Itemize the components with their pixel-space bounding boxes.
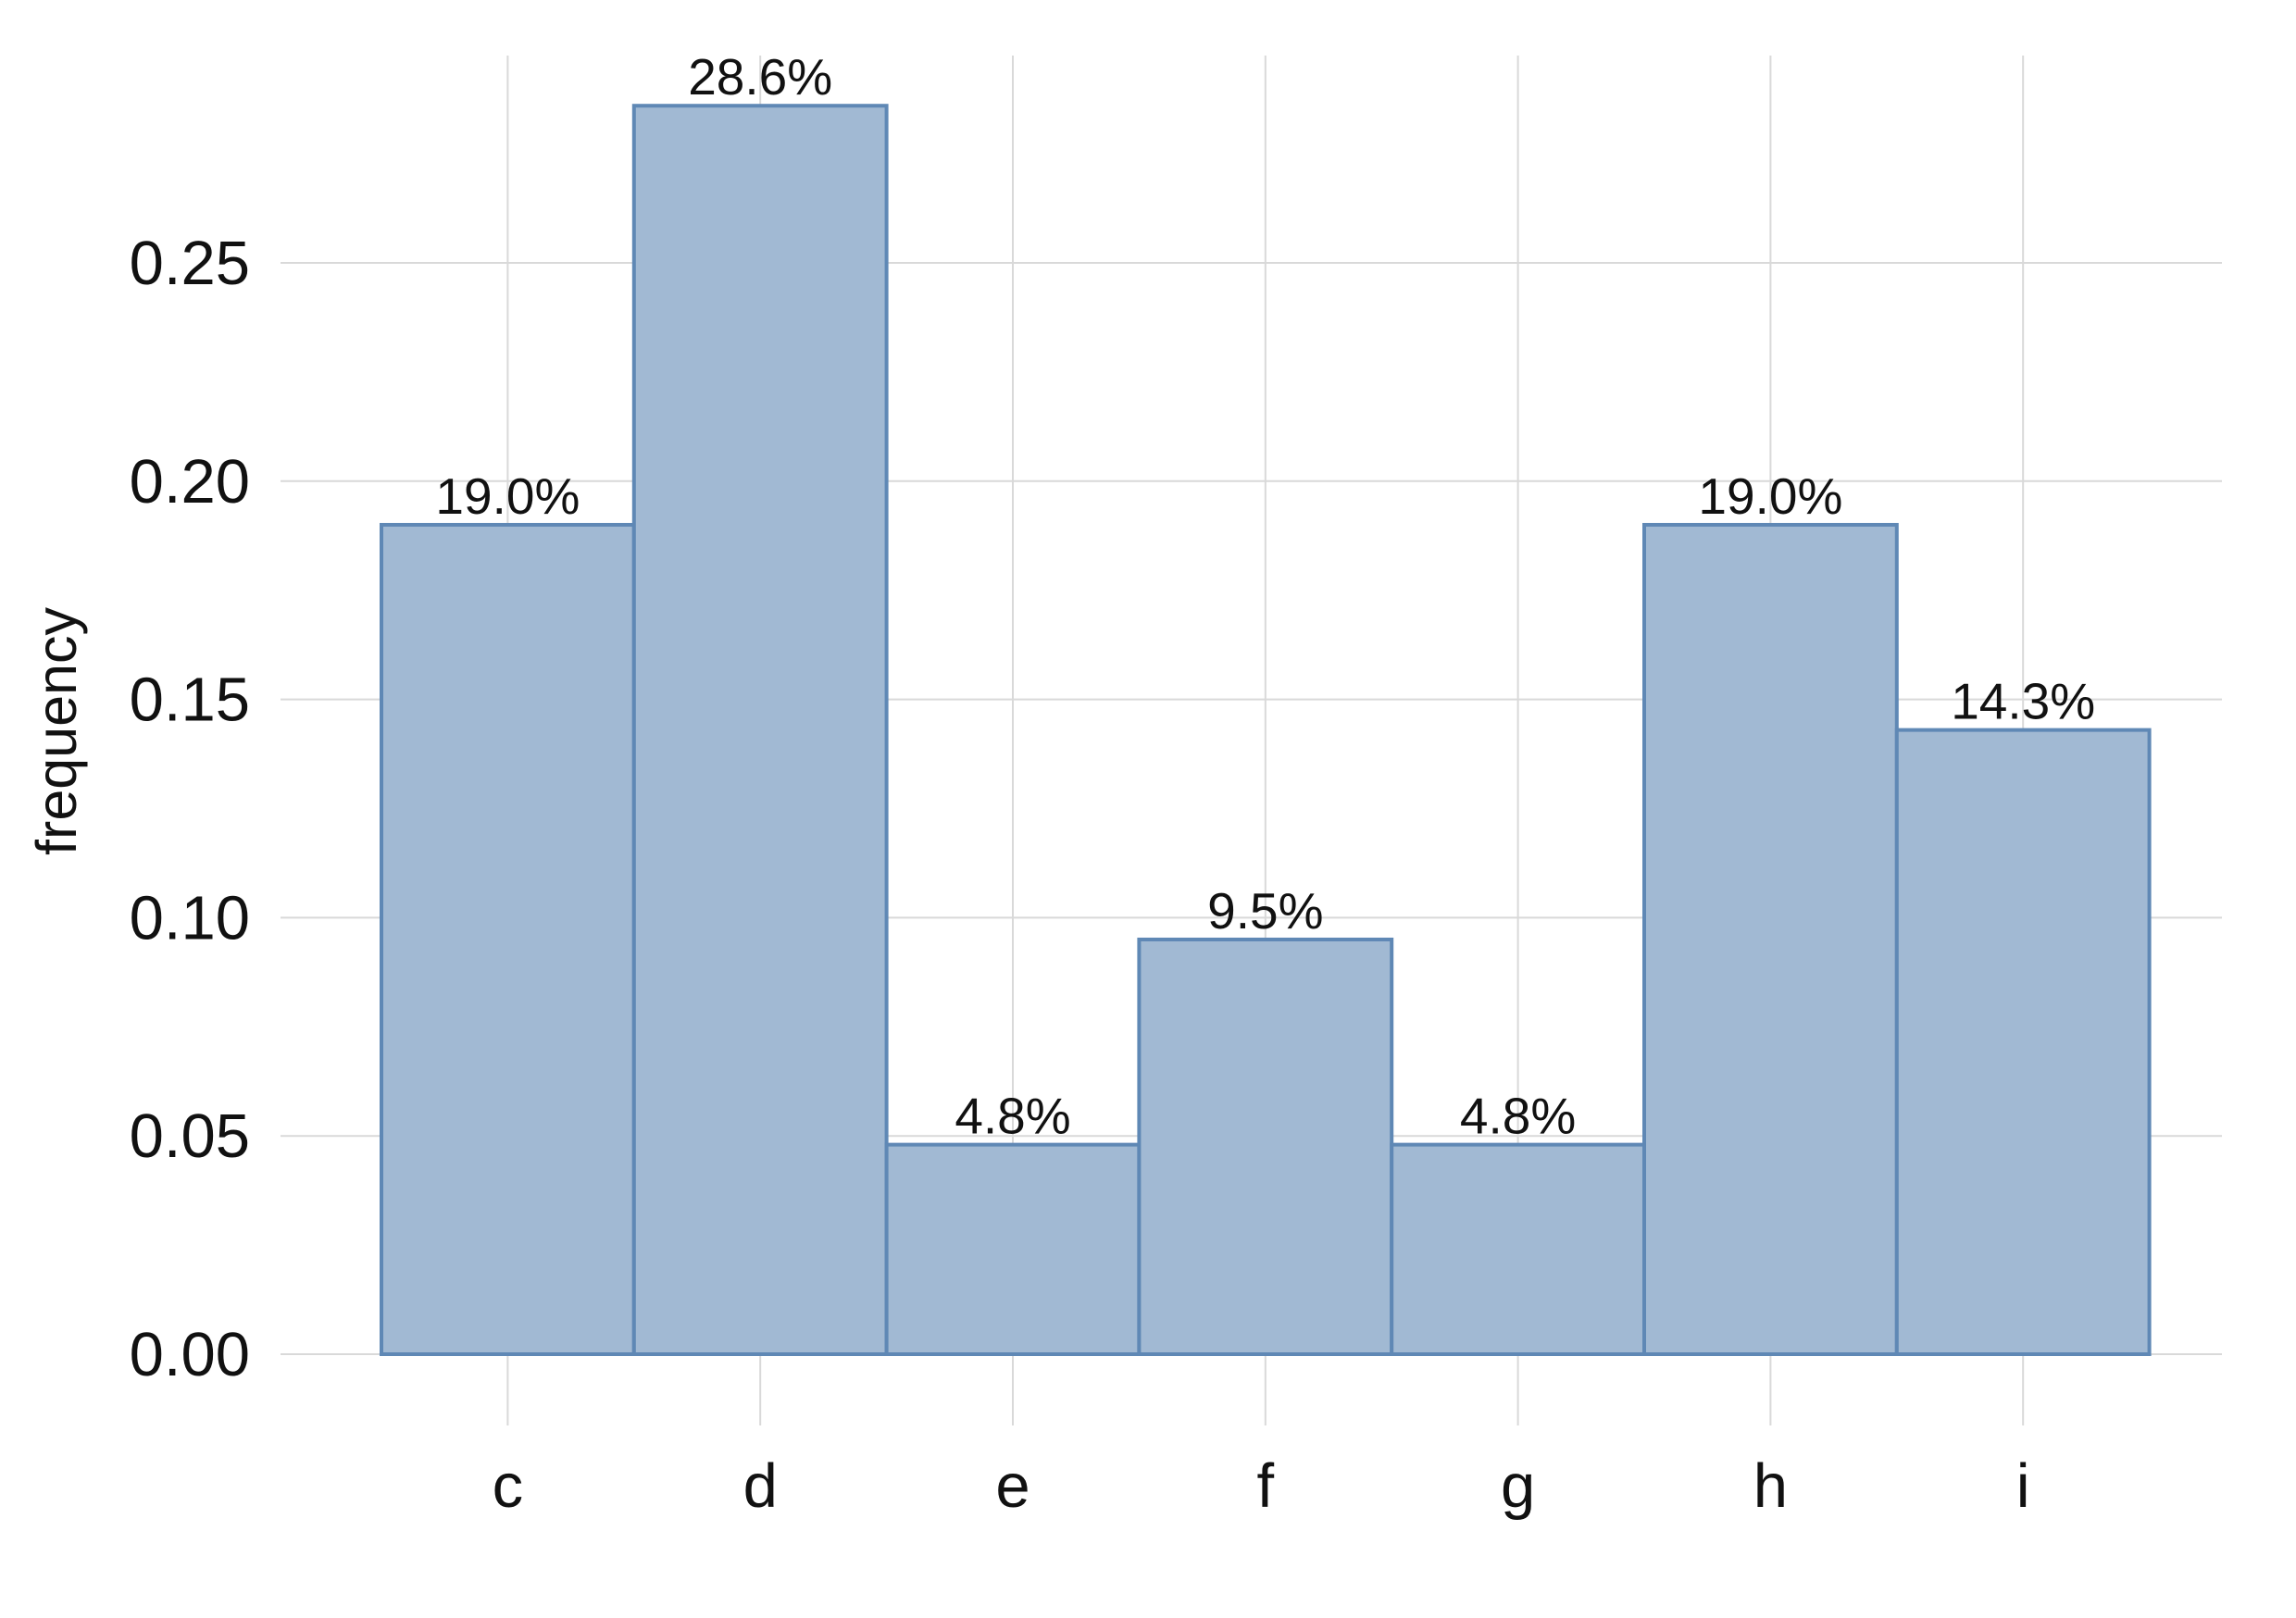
bar-label-d: 28.6% <box>688 48 832 106</box>
x-tick-label-f: f <box>1256 1451 1274 1521</box>
bar-i <box>1894 728 2152 1356</box>
y-axis-tick-labels: 0.00 0.05 0.10 0.15 0.20 0.25 <box>130 229 250 1389</box>
bar-label-h: 19.0% <box>1698 467 1842 525</box>
x-tick-label-h: h <box>1753 1451 1788 1521</box>
x-tick-label-c: c <box>493 1451 524 1521</box>
y-tick-label: 0.20 <box>130 447 250 517</box>
bar-value-labels: 19.0% 28.6% 4.8% 9.5% 4.8% 19.0% 14.3% <box>435 48 2095 1144</box>
y-tick-label: 0.10 <box>130 883 250 952</box>
y-tick-label: 0.00 <box>130 1320 250 1389</box>
bar-label-i: 14.3% <box>1951 673 2095 730</box>
y-axis-title: frequency <box>25 607 88 855</box>
x-axis-tick-labels: c d e f g h i <box>493 1451 2030 1521</box>
bar-c <box>380 522 636 1356</box>
x-tick-label-d: d <box>743 1451 778 1521</box>
bar-h <box>1642 522 1899 1356</box>
bar-label-g: 4.8% <box>1460 1088 1576 1145</box>
bar-label-e: 4.8% <box>955 1088 1070 1145</box>
bar-g <box>1390 1142 1646 1356</box>
y-tick-label: 0.05 <box>130 1101 250 1171</box>
bars <box>380 104 2152 1356</box>
y-tick-label: 0.15 <box>130 666 250 735</box>
bar-d <box>631 104 889 1356</box>
y-tick-label: 0.25 <box>130 229 250 298</box>
x-tick-label-i: i <box>2016 1451 2030 1521</box>
x-tick-label-e: e <box>995 1451 1029 1521</box>
bar-label-f: 9.5% <box>1207 882 1323 940</box>
bar-f <box>1137 937 1394 1356</box>
bar-label-c: 19.0% <box>435 467 580 525</box>
x-tick-label-g: g <box>1501 1451 1535 1521</box>
bar-e <box>884 1142 1142 1356</box>
